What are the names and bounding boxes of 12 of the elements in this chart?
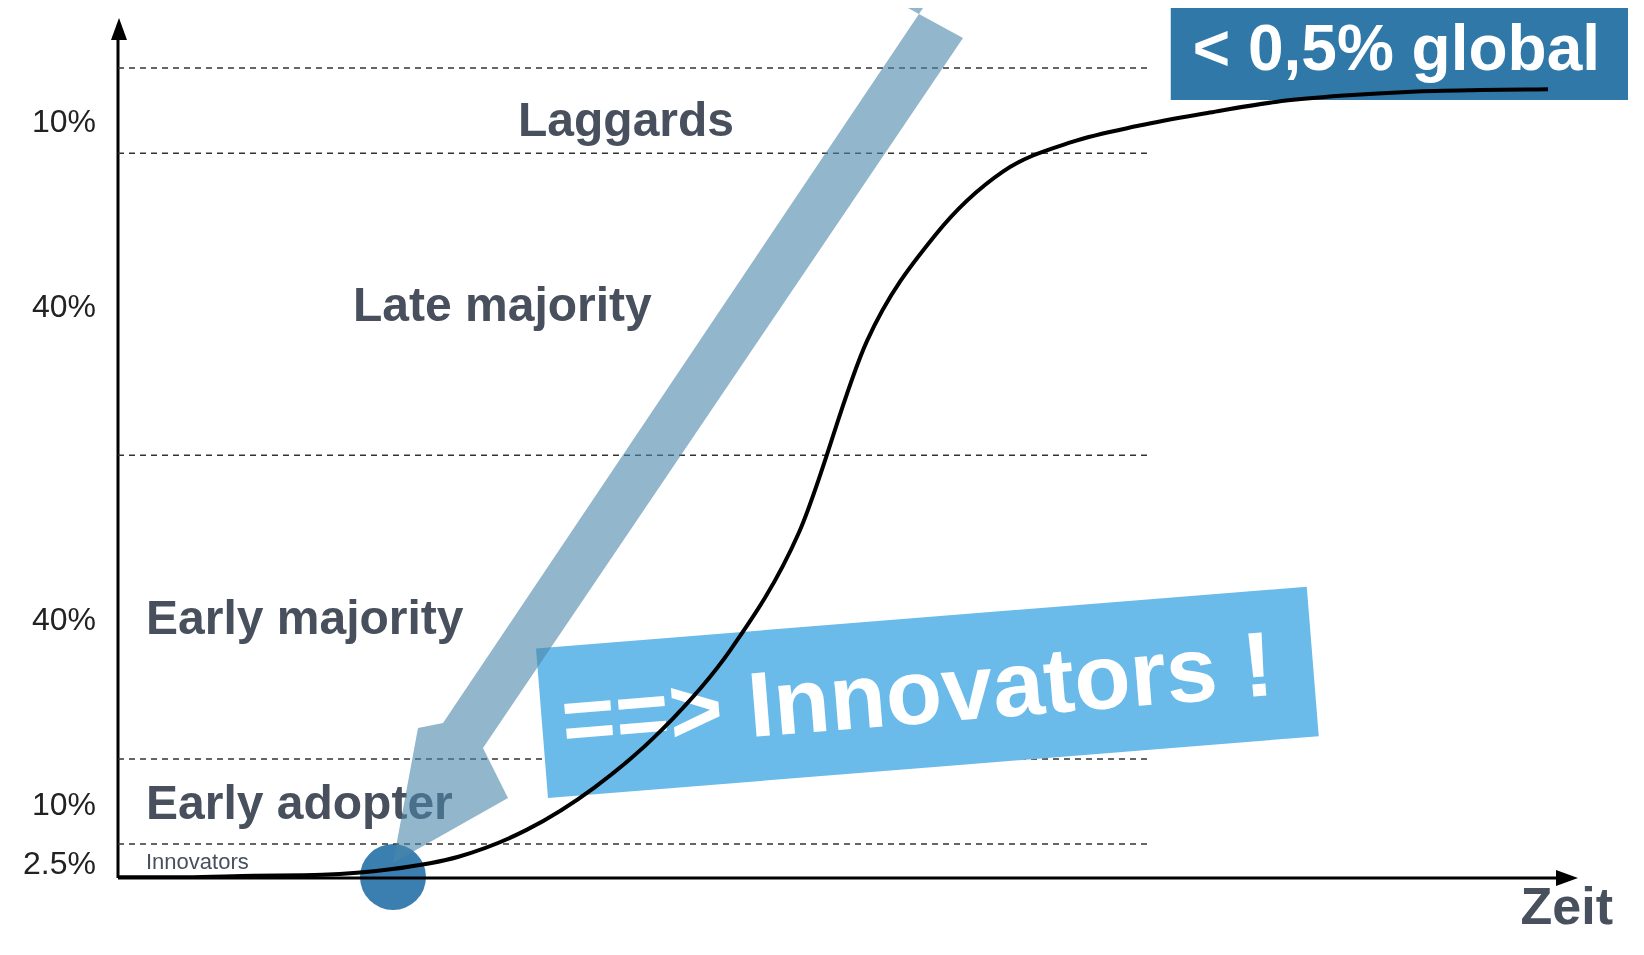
- text: 10%: [31, 785, 96, 822]
- text: 2.5%: [23, 844, 96, 881]
- text: < 0,5% global: [1192, 11, 1600, 84]
- annotation: ==> Innovators !: [557, 612, 1277, 771]
- text: 40%: [31, 287, 96, 324]
- annotation: Innovators: [146, 849, 249, 875]
- x-axis-title: Zeit: [1520, 877, 1613, 936]
- annotation: Early majority: [146, 591, 464, 645]
- text: 10%: [31, 102, 96, 139]
- annotation: Late majority: [353, 278, 653, 332]
- annotation: Laggards: [518, 93, 735, 147]
- text: 40%: [31, 600, 96, 637]
